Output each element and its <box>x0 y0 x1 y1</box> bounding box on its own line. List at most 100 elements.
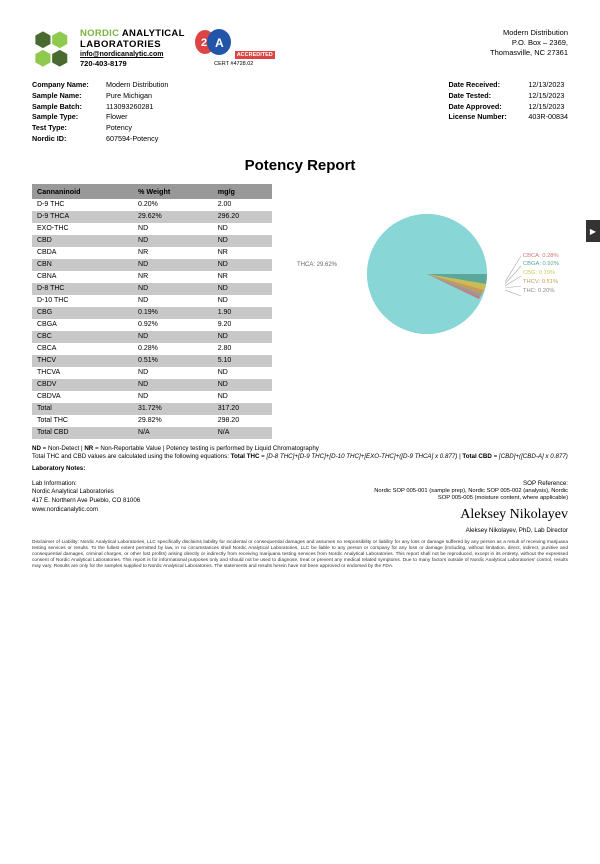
table-cell: 296.20 <box>213 211 272 223</box>
table-row: CBNANRNR <box>32 271 272 283</box>
pie-chart <box>367 214 487 334</box>
table-cell: D-9 THC <box>32 199 133 211</box>
hex-logo-icon <box>32 28 74 70</box>
table-row: THCVANDND <box>32 367 272 379</box>
pie-label-thca: THCA: 29.62% <box>297 262 337 268</box>
lab-info-heading: Lab Information: <box>32 480 140 489</box>
table-cell: D-8 THC <box>32 283 133 295</box>
table-cell: N/A <box>133 427 213 439</box>
svg-text:2: 2 <box>201 37 207 49</box>
table-cell: ND <box>133 223 213 235</box>
table-cell: NR <box>213 247 272 259</box>
table-cell: ND <box>213 367 272 379</box>
table-cell: CBDVA <box>32 391 133 403</box>
table-cell: Total <box>32 403 133 415</box>
table-cell: D-10 THC <box>32 295 133 307</box>
logo-phone: 720-403-8179 <box>80 59 185 68</box>
potency-table: Cannaninoid% Weightmg/g D-9 THC0.20%2.00… <box>32 184 272 439</box>
table-cell: 1.90 <box>213 307 272 319</box>
info-row-right: Date Approved: 12/15/2023 <box>448 102 568 113</box>
info-row-right: License Number: 403R-00834 <box>448 112 568 123</box>
logo-line2: LABORATORIES <box>80 39 185 50</box>
table-cell: 0.19% <box>133 307 213 319</box>
bottom-row: Lab Information: Nordic Analytical Labor… <box>32 480 568 535</box>
table-row: CBDANRNR <box>32 247 272 259</box>
table-cell: EXO-THC <box>32 223 133 235</box>
table-cell: ND <box>213 235 272 247</box>
table-cell: 5.10 <box>213 355 272 367</box>
table-cell: ND <box>133 295 213 307</box>
table-cell: ND <box>133 259 213 271</box>
table-row: THCV0.51%5.10 <box>32 355 272 367</box>
report-page: NORDIC ANALYTICAL LABORATORIES info@nord… <box>0 0 600 864</box>
table-cell: ND <box>133 367 213 379</box>
sop-text: Nordic SOP 005-001 (sample prep), Nordic… <box>368 488 568 503</box>
table-cell: ND <box>213 283 272 295</box>
pie-legend-item: THC: 0.20% <box>523 287 559 296</box>
company-logo-block: NORDIC ANALYTICAL LABORATORIES info@nord… <box>32 28 185 70</box>
svg-text:A: A <box>215 36 224 50</box>
table-cell: ND <box>213 223 272 235</box>
sample-info-right: Date Received: 12/13/2023Date Tested: 12… <box>448 80 568 145</box>
table-cell: 0.28% <box>133 343 213 355</box>
table-cell: 29.82% <box>133 415 213 427</box>
info-row-right: Date Tested: 12/15/2023 <box>448 91 568 102</box>
table-row: CBNNDND <box>32 259 272 271</box>
pie-chart-area: THCA: 29.62% CBCA: 0.28%CBGA: 0.92%CBG: … <box>286 184 568 439</box>
table-row: Total31.72%317.20 <box>32 403 272 415</box>
addr-line3: Thomasville, NC 27361 <box>490 48 568 58</box>
table-cell: 31.72% <box>133 403 213 415</box>
logo-email: info@nordicanalytic.com <box>80 51 185 58</box>
table-cell: 2.00 <box>213 199 272 211</box>
table-cell: 0.51% <box>133 355 213 367</box>
info-row-left: Test Type: Potency <box>32 123 168 134</box>
lab-info: Lab Information: Nordic Analytical Labor… <box>32 480 140 535</box>
footnotes: ND = Non-Detect | NR = Non-Reportable Va… <box>32 445 568 474</box>
sample-info-row: Company Name: Modern Distribution Sample … <box>32 80 568 145</box>
table-row: D-9 THCA29.62%296.20 <box>32 211 272 223</box>
table-header: % Weight <box>133 184 213 199</box>
signature-title: Aleksey Nikolayev, PhD, Lab Director <box>368 527 568 535</box>
table-cell: ND <box>213 391 272 403</box>
pie-labels-right: CBCA: 0.28%CBGA: 0.92%CBG: 0.19%THCV: 0.… <box>523 252 559 295</box>
info-row-right: Date Received: 12/13/2023 <box>448 80 568 91</box>
table-cell: ND <box>213 259 272 271</box>
cert-number: CERT #4728.02 <box>193 61 275 67</box>
table-cell: ND <box>133 283 213 295</box>
table-row: CBDVNDND <box>32 379 272 391</box>
table-row: CBG0.19%1.90 <box>32 307 272 319</box>
table-cell: ND <box>133 331 213 343</box>
client-address: Modern Distribution P.O. Box – 2369, Tho… <box>490 28 568 57</box>
next-image-button[interactable]: ▶ <box>586 220 600 242</box>
table-cell: 317.20 <box>213 403 272 415</box>
pie-legend-item: CBGA: 0.92% <box>523 260 559 269</box>
table-cell: 0.92% <box>133 319 213 331</box>
info-row-left: Company Name: Modern Distribution <box>32 80 168 91</box>
signature: Aleksey Nikolayev <box>368 506 568 524</box>
table-row: EXO-THCNDND <box>32 223 272 235</box>
table-cell: CBG <box>32 307 133 319</box>
pie-legend-item: THCV: 0.51% <box>523 278 559 287</box>
accreditation-block: 2 A ACCREDITED CERT #4728.02 <box>193 28 275 67</box>
table-cell: D-9 THCA <box>32 211 133 223</box>
table-cell: NR <box>133 271 213 283</box>
table-row: CBDNDND <box>32 235 272 247</box>
table-cell: ND <box>213 379 272 391</box>
table-cell: CBN <box>32 259 133 271</box>
table-cell: 0.20% <box>133 199 213 211</box>
table-cell: CBDA <box>32 247 133 259</box>
footnote-equations: Total THC and CBD values are calculated … <box>32 453 568 462</box>
table-cell: Total THC <box>32 415 133 427</box>
table-row: Total THC29.82%298.20 <box>32 415 272 427</box>
table-cell: CBNA <box>32 271 133 283</box>
table-header: mg/g <box>213 184 272 199</box>
table-cell: CBC <box>32 331 133 343</box>
pie-legend-item: CBCA: 0.28% <box>523 252 559 261</box>
table-cell: N/A <box>213 427 272 439</box>
table-cell: ND <box>213 295 272 307</box>
sop-heading: SOP Reference: <box>368 480 568 488</box>
info-row-left: Sample Batch: 113093260281 <box>32 102 168 113</box>
table-cell: THCV <box>32 355 133 367</box>
table-row: D-10 THCNDND <box>32 295 272 307</box>
sample-info-left: Company Name: Modern Distribution Sample … <box>32 80 168 145</box>
